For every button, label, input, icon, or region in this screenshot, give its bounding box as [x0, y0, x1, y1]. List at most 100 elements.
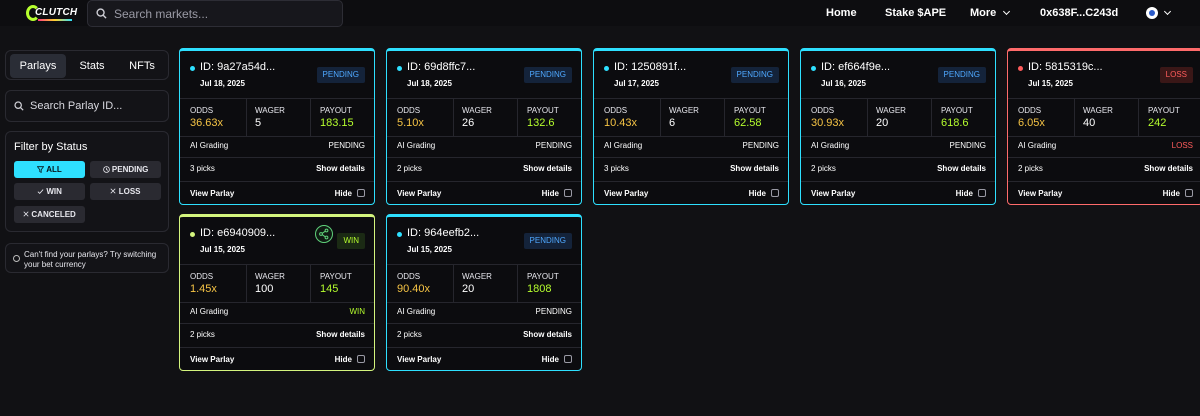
- x-icon: [110, 188, 117, 194]
- show-details-button[interactable]: Show details: [730, 164, 779, 173]
- parlay-search-input[interactable]: Search Parlay ID...: [5, 90, 169, 122]
- clutch-logo[interactable]: CLUTCH: [26, 4, 77, 24]
- parlay-id: ID: 9a27a54d...: [200, 61, 276, 73]
- view-parlay-button[interactable]: View Parlay: [604, 189, 649, 198]
- search-icon: [14, 101, 24, 111]
- parlay-date: Jul 18, 2025: [200, 79, 245, 88]
- status-badge: PENDING: [730, 67, 779, 83]
- hide-checkbox[interactable]: [771, 189, 779, 197]
- divider: [387, 181, 581, 182]
- wager-label: WAGER: [462, 106, 492, 115]
- filter-loss-label: LOSS: [118, 187, 141, 196]
- divider: [180, 264, 374, 265]
- divider: [387, 323, 581, 324]
- wager-value: 26: [462, 117, 475, 129]
- divider: [180, 323, 374, 324]
- parlay-id: ID: ef664f9e...: [821, 61, 891, 73]
- divider: [1008, 181, 1200, 182]
- hide-checkbox[interactable]: [564, 355, 572, 363]
- wager-label: WAGER: [669, 106, 699, 115]
- payout-value: 242: [1148, 117, 1167, 129]
- clock-icon: [102, 166, 110, 173]
- hide-checkbox[interactable]: [564, 189, 572, 197]
- status-badge: PENDING: [316, 67, 365, 83]
- parlay-id: ID: e6940909...: [200, 227, 276, 239]
- filter-canceled-label: CANCELED: [31, 210, 76, 219]
- payout-value: 62.58: [734, 117, 762, 129]
- ai-grading-label: AI Grading: [604, 141, 643, 150]
- nav-more[interactable]: More: [970, 7, 1011, 19]
- parlay-card: ID: 69d8ffc7... Jul 18, 2025 PENDING ODDS 5.…: [386, 48, 582, 205]
- view-parlay-button[interactable]: View Parlay: [397, 355, 442, 364]
- payout-value: 1808: [527, 283, 552, 295]
- odds-value: 90.40x: [397, 283, 431, 295]
- show-details-button[interactable]: Show details: [1144, 164, 1193, 173]
- divider: [517, 264, 518, 302]
- parlay-search-placeholder: Search Parlay ID...: [30, 100, 123, 112]
- view-parlay-button[interactable]: View Parlay: [190, 189, 235, 198]
- x-icon: [23, 211, 29, 217]
- divider: [310, 98, 311, 136]
- search-icon: [96, 8, 107, 19]
- ai-grading-label: AI Grading: [397, 141, 436, 150]
- hide-checkbox[interactable]: [357, 189, 365, 197]
- view-parlay-button[interactable]: View Parlay: [1018, 189, 1063, 198]
- divider: [246, 98, 247, 136]
- divider: [387, 98, 581, 99]
- hide-checkbox[interactable]: [978, 189, 986, 197]
- tab-stats[interactable]: Stats: [79, 60, 105, 72]
- divider: [594, 136, 788, 137]
- status-badge: PENDING: [523, 67, 572, 83]
- avatar[interactable]: [1146, 7, 1158, 19]
- ai-grading-value: PENDING: [535, 141, 572, 150]
- currency-hint: Can't find your parlays? Try switching y…: [5, 243, 169, 273]
- parlay-id: ID: 1250891f...: [614, 61, 687, 73]
- picks-count: 2 picks: [397, 164, 422, 173]
- share-button[interactable]: [315, 225, 333, 243]
- odds-value: 6.05x: [1018, 117, 1045, 129]
- divider: [801, 157, 995, 158]
- show-details-button[interactable]: Show details: [316, 330, 365, 339]
- divider: [724, 98, 725, 136]
- show-details-button[interactable]: Show details: [316, 164, 365, 173]
- nav-more-label: More: [970, 7, 997, 19]
- parlay-date: Jul 17, 2025: [614, 79, 659, 88]
- ai-grading-value: LOSS: [1171, 141, 1193, 150]
- wager-label: WAGER: [876, 106, 906, 115]
- filter-all-button[interactable]: ALL: [14, 161, 85, 178]
- chevron-down-icon: [1003, 7, 1011, 16]
- ai-grading-label: AI Grading: [190, 141, 229, 150]
- filter-pending-button[interactable]: PENDING: [90, 161, 161, 178]
- filter-canceled-button[interactable]: CANCELED: [14, 206, 85, 223]
- logo-underline: [38, 19, 72, 21]
- parlay-id: ID: 964eefb2...: [407, 227, 480, 239]
- filter-icon: [36, 166, 45, 174]
- nav-home[interactable]: Home: [826, 7, 857, 19]
- view-parlay-button[interactable]: View Parlay: [190, 355, 235, 364]
- hide-checkbox[interactable]: [1185, 189, 1193, 197]
- hide-checkbox[interactable]: [357, 355, 365, 363]
- divider: [1008, 157, 1200, 158]
- tab-parlays[interactable]: Parlays: [10, 54, 66, 78]
- nav-stake[interactable]: Stake $APE: [885, 7, 947, 19]
- parlay-card: ID: ef664f9e... Jul 16, 2025 PENDING ODDS 30…: [800, 48, 996, 205]
- divider: [387, 264, 581, 265]
- market-search-input[interactable]: Search markets...: [87, 0, 343, 27]
- divider: [310, 264, 311, 302]
- parlay-id: ID: 5815319c...: [1028, 61, 1103, 73]
- view-parlay-button[interactable]: View Parlay: [811, 189, 856, 198]
- status-filter-panel: Filter by Status ALL PENDING WIN LOSS CA…: [5, 131, 169, 232]
- divider: [180, 181, 374, 182]
- wallet-address[interactable]: 0x638F...C243d: [1040, 7, 1119, 19]
- filter-loss-button[interactable]: LOSS: [90, 183, 161, 200]
- show-details-button[interactable]: Show details: [937, 164, 986, 173]
- odds-value: 30.93x: [811, 117, 845, 129]
- filter-win-button[interactable]: WIN: [14, 183, 85, 200]
- show-details-button[interactable]: Show details: [523, 164, 572, 173]
- status-badge: WIN: [337, 233, 365, 249]
- picks-count: 2 picks: [811, 164, 836, 173]
- view-parlay-button[interactable]: View Parlay: [397, 189, 442, 198]
- tab-nfts[interactable]: NFTs: [129, 60, 155, 72]
- hint-text: Can't find your parlays? Try switching y…: [24, 250, 157, 269]
- show-details-button[interactable]: Show details: [523, 330, 572, 339]
